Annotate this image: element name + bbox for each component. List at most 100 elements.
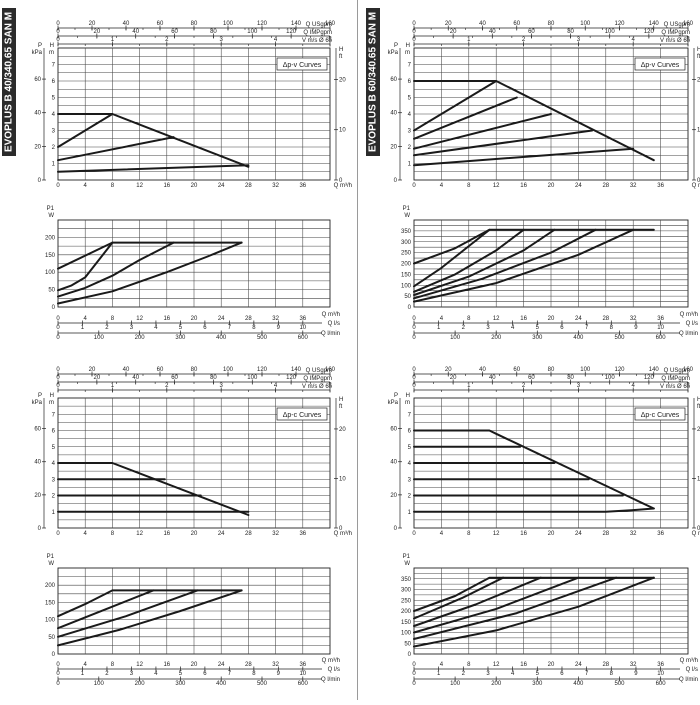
- head-y-axis-label: H: [50, 393, 54, 399]
- head-x-tick-label: 4: [84, 183, 88, 189]
- top-axis-label: Q IMPgpm: [661, 30, 690, 36]
- power-y-tick-label: 0: [408, 305, 412, 311]
- curve-type-label: Δp-c Curves: [641, 412, 680, 419]
- top-axis-tick-label: 20: [445, 367, 452, 373]
- top-axis-tick-label: 160: [683, 367, 694, 373]
- top-axis-tick-label: 5: [328, 383, 332, 389]
- head-x-tick-label: 8: [467, 183, 471, 189]
- curve-series-0: [57, 589, 243, 618]
- bottom-axis-tick-label: 3: [486, 671, 490, 677]
- ft-axis-unit: ft: [697, 54, 700, 60]
- head-x-axis-label: Q m³/h: [692, 531, 700, 537]
- bottom-axis-tick-label: 500: [257, 335, 268, 341]
- power-y-axis-label: P1: [47, 206, 55, 212]
- head-y-tick-label: 7: [52, 412, 56, 418]
- curve-series-3: [57, 241, 243, 305]
- top-axis-label: Q USgpm: [306, 368, 332, 374]
- top-axis-tick-label: 160: [325, 367, 336, 373]
- top-axis-label: Q IMPgpm: [661, 376, 690, 382]
- head-y-tick-label: 5: [52, 445, 56, 451]
- bottom-axis-tick-label: 32: [272, 662, 279, 668]
- curve-type-label: Δp-v Curves: [641, 62, 680, 69]
- top-axis-tick-label: 160: [325, 21, 336, 27]
- curve-series-2: [57, 136, 175, 162]
- curve-series-1: [57, 113, 114, 148]
- top-axis-tick-label: 60: [157, 21, 164, 27]
- kpa-axis-label: P: [38, 393, 42, 399]
- bottom-axis-tick-label: 28: [602, 662, 609, 668]
- bottom-axis-tick-label: 200: [491, 335, 502, 341]
- head-x-tick-label: 24: [218, 183, 225, 189]
- bottom-axis-tick-label: 4: [511, 325, 515, 331]
- top-axis-tick-label: 60: [528, 29, 535, 35]
- top-axis-tick-label: 120: [286, 29, 297, 35]
- top-axis-tick-label: 40: [123, 367, 130, 373]
- top-axis-tick-label: 40: [132, 29, 139, 35]
- head-x-tick-label: 4: [440, 531, 444, 537]
- top-axis-tick-label: 60: [528, 375, 535, 381]
- bottom-axis-tick-label: 6: [203, 671, 207, 677]
- bottom-axis-tick-label: 28: [245, 662, 252, 668]
- top-axis-label: V m/s Ø 65: [660, 384, 691, 390]
- top-axis-tick-label: 40: [479, 367, 486, 373]
- head-x-tick-label: 16: [520, 183, 527, 189]
- top-axis-tick-label: 120: [286, 375, 297, 381]
- bottom-axis-tick-label: 20: [548, 662, 555, 668]
- kpa-axis-unit: kPa: [388, 400, 399, 406]
- head-x-tick-label: 12: [136, 183, 143, 189]
- head-x-tick-label: 16: [163, 531, 170, 537]
- top-axis-tick-label: 60: [157, 367, 164, 373]
- bottom-axis-tick-label: 0: [412, 325, 416, 331]
- curve-series-1: [413, 228, 491, 288]
- head-y-axis-label: H: [406, 43, 410, 49]
- top-axis-tick-label: 120: [614, 367, 625, 373]
- top-axis-tick-label: 140: [649, 21, 660, 27]
- bottom-axis-tick-label: 12: [136, 662, 143, 668]
- bottom-axis-tick-label: 0: [56, 671, 60, 677]
- power-y-tick-label: 100: [45, 618, 56, 624]
- power-y-tick-label: 200: [45, 235, 56, 241]
- bottom-axis-tick-label: 7: [585, 325, 589, 331]
- power-y-tick-label: 50: [404, 294, 411, 300]
- bottom-axis-tick-label: 32: [272, 316, 279, 322]
- bottom-axis-tick-label: 1: [437, 671, 441, 677]
- head-y-tick-label: 1: [52, 510, 56, 516]
- bottom-axis-label: Q l/s: [686, 321, 698, 327]
- kpa-axis-unit: kPa: [32, 50, 43, 56]
- bottom-axis-tick-label: 28: [245, 316, 252, 322]
- bottom-axis-tick-label: 1: [437, 325, 441, 331]
- kpa-tick-label: 60: [390, 77, 397, 83]
- bottom-axis-tick-label: 20: [548, 316, 555, 322]
- bottom-axis-tick-label: 300: [532, 335, 543, 341]
- bottom-axis-tick-label: 2: [105, 671, 109, 677]
- power-y-tick-label: 150: [401, 620, 412, 626]
- top-axis-tick-label: 0: [56, 37, 60, 43]
- power-y-tick-label: 50: [48, 288, 55, 294]
- ft-tick-label: 10: [339, 128, 346, 134]
- bottom-axis-tick-label: 0: [412, 681, 416, 687]
- power-y-tick-label: 0: [408, 652, 412, 658]
- side-title-left-text: EVOPLUS B 40/340.65 SAN M: [3, 11, 15, 153]
- power-y-tick-label: 300: [401, 240, 412, 246]
- head-y-axis-unit: m: [405, 50, 410, 56]
- kpa-tick-label: 0: [38, 178, 42, 184]
- bottom-axis-tick-label: 16: [163, 662, 170, 668]
- head-x-tick-label: 20: [548, 531, 555, 537]
- ft-tick-label: 10: [697, 476, 700, 482]
- ft-axis-unit: ft: [339, 404, 343, 410]
- power-y-tick-label: 200: [401, 262, 412, 268]
- head-y-axis-label: H: [406, 393, 410, 399]
- power-y-tick-label: 50: [404, 641, 411, 647]
- head-y-axis-unit: m: [405, 400, 410, 406]
- kpa-tick-label: 0: [38, 526, 42, 532]
- curve-type-label: Δp-v Curves: [283, 62, 322, 69]
- curve-series-5: [413, 228, 635, 303]
- bottom-axis-tick-label: 7: [228, 325, 232, 331]
- bottom-axis-tick-label: 400: [216, 681, 227, 687]
- top-axis-tick-label: 0: [412, 383, 416, 389]
- curve-type-box: [276, 57, 328, 71]
- bottom-axis-tick-label: 7: [585, 671, 589, 677]
